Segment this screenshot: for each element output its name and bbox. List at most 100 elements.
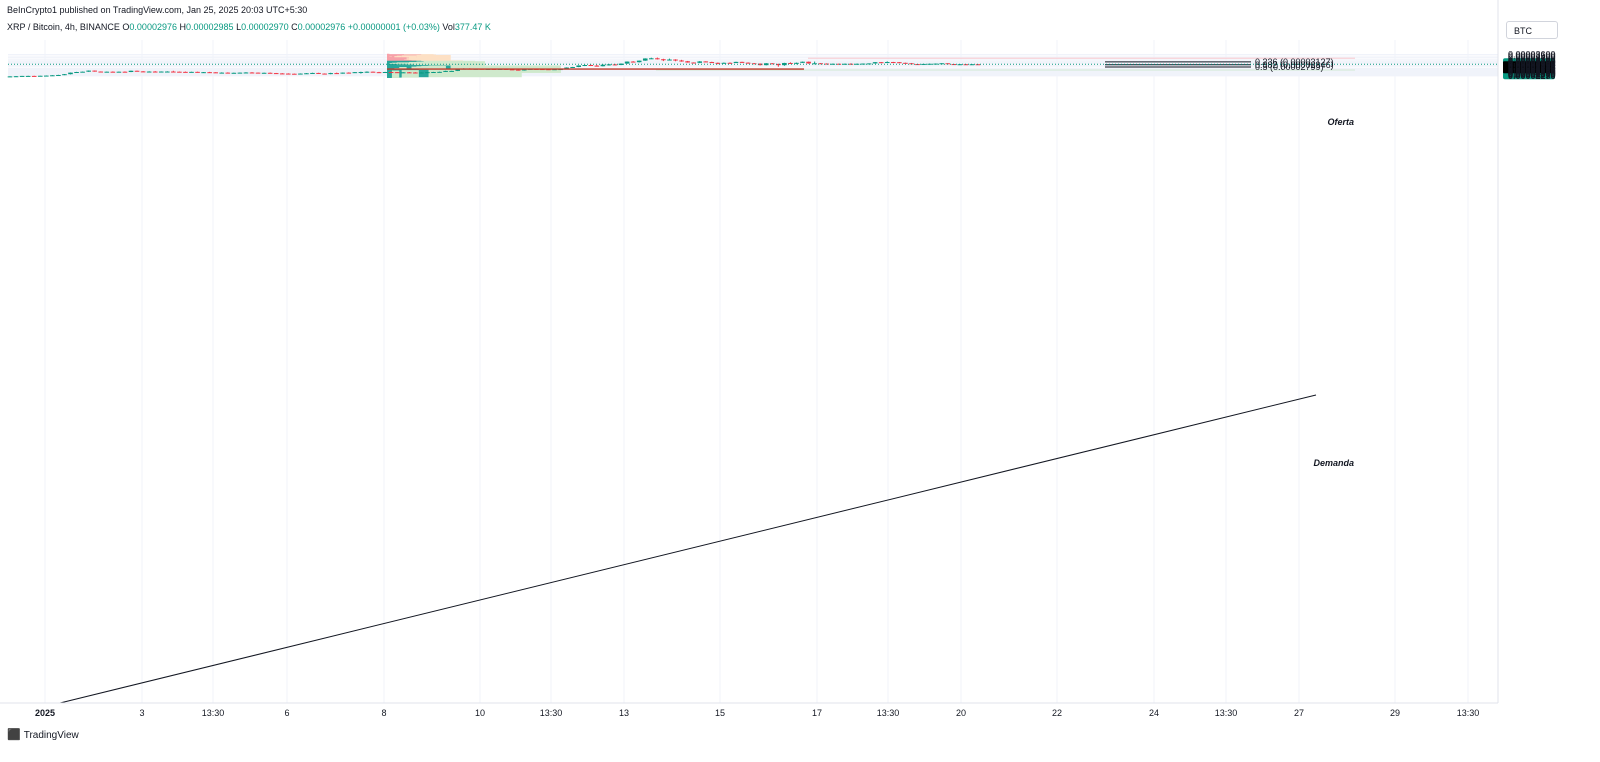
- marker-price-tag: [1503, 61, 1555, 74]
- candle-body: [394, 72, 400, 74]
- candle-body: [292, 73, 297, 75]
- price-tick-label: 0.00002470: [1508, 67, 1556, 77]
- candle-body: [594, 65, 600, 67]
- candle-body: [848, 63, 854, 65]
- candle-body: [830, 63, 836, 65]
- currency-button[interactable]: BTC: [1506, 21, 1558, 39]
- candle-body: [122, 71, 128, 73]
- candle-body: [782, 62, 787, 66]
- candle-body: [225, 72, 231, 74]
- low-value: 0.00002970: [241, 22, 289, 32]
- candle-body: [449, 70, 454, 72]
- candle-body: [745, 62, 751, 64]
- volume-label: Vol: [442, 22, 455, 32]
- zones-layer: Oferta Demanda: [656, 57, 1355, 468]
- candle-body: [25, 75, 31, 77]
- candle-body: [407, 72, 412, 74]
- candle-body: [419, 72, 424, 74]
- candle-body: [763, 63, 769, 66]
- candle-body: [334, 73, 339, 75]
- trendline: [59, 394, 1317, 704]
- candle-body: [62, 74, 67, 76]
- candle-body: [298, 73, 303, 75]
- high-value: 0.00002985: [186, 22, 234, 32]
- demand-zone: [656, 69, 1355, 71]
- candle-body: [267, 72, 273, 74]
- candle-body: [431, 72, 436, 74]
- candle-body: [37, 75, 43, 77]
- candle-body: [649, 58, 654, 60]
- candle-body: [358, 72, 364, 74]
- symbol-legend: XRP / Bitcoin, 4h, BINANCE O0.00002976 H…: [7, 22, 491, 32]
- candle-body: [68, 72, 73, 75]
- time-tick-label: 13:30: [202, 708, 225, 718]
- candle-body: [733, 61, 739, 63]
- candle-body: [171, 71, 176, 73]
- close-label: C: [291, 22, 298, 32]
- candle-body: [903, 62, 908, 64]
- overlays-layer: 0.236 (0.00003127)0.382 (0.00002946)0.5 …: [8, 57, 1556, 704]
- candle-body: [304, 73, 309, 75]
- candle-body: [800, 61, 805, 63]
- candle-body: [824, 63, 830, 65]
- candle-body: [455, 69, 460, 71]
- candle-body: [346, 72, 352, 74]
- candle-body: [443, 70, 448, 72]
- candle-body: [630, 61, 636, 63]
- candle-body: [794, 62, 799, 64]
- candle-body: [703, 61, 709, 63]
- candle-body: [388, 72, 394, 74]
- tradingview-logo[interactable]: ⬛ TradingView: [7, 728, 79, 741]
- candle-body: [98, 71, 104, 73]
- volume-profile-bar-ext: [391, 70, 400, 79]
- candle-body: [600, 64, 606, 67]
- candle-body: [195, 71, 200, 73]
- candle-body: [273, 73, 279, 75]
- candle-body: [776, 63, 781, 66]
- time-axis: 2025 3 13:30 6 8 10 13:30 13 15 17 13:30 20 22 24 13:3…: [0, 702, 1498, 718]
- time-tick-label: 13:30: [540, 708, 563, 718]
- candle-body: [382, 72, 388, 74]
- candle-body: [80, 71, 85, 73]
- price-tick-label: 0.00003400: [1508, 53, 1556, 63]
- candle-body: [286, 73, 291, 75]
- high-label: H: [179, 22, 187, 32]
- candle-body: [237, 72, 243, 74]
- marker-price-value: 0.00002788: [1508, 62, 1556, 72]
- time-tick-label: 13: [619, 708, 629, 718]
- price-tick-label: 0.00002610: [1508, 65, 1556, 75]
- time-tick-label: 3: [139, 708, 144, 718]
- time-tick-label: 29: [1390, 708, 1400, 718]
- time-tick-label: 13:30: [1215, 708, 1238, 718]
- candle-body: [255, 72, 261, 74]
- candle-body: [727, 62, 733, 64]
- candle-body: [606, 64, 612, 66]
- price-tick-label: 0.00003100: [1508, 57, 1556, 67]
- price-tick-label: 0.00002430: [1508, 68, 1556, 78]
- countdown-value: 01:26:39: [1508, 69, 1543, 79]
- candle-body: [709, 62, 715, 64]
- price-tick-label: 0.00002310: [1508, 70, 1556, 80]
- change-value: +0.00000001 (+0.03%): [347, 22, 440, 32]
- time-tick-label: 27: [1294, 708, 1304, 718]
- price-tick-label: 0.00002510: [1508, 67, 1556, 77]
- candle-body: [612, 64, 618, 66]
- candle-body: [249, 72, 255, 74]
- candle-body: [104, 71, 110, 73]
- candle-body: [158, 71, 164, 73]
- publisher-line: BeInCrypto1 published on TradingView.com…: [7, 5, 308, 15]
- candle-body: [177, 71, 182, 73]
- candle-body: [207, 72, 212, 74]
- candle-body: [521, 69, 527, 71]
- candle-body: [715, 62, 721, 64]
- candle-body: [897, 62, 902, 64]
- candle-body: [140, 71, 146, 73]
- volume-profile-bar: [387, 70, 392, 79]
- price-tick-label: 0.00002390: [1508, 68, 1556, 78]
- candle-body: [134, 70, 140, 72]
- candle-body: [340, 72, 346, 74]
- candle-body: [279, 73, 285, 75]
- candle-body: [19, 75, 25, 77]
- candle-body: [44, 75, 49, 77]
